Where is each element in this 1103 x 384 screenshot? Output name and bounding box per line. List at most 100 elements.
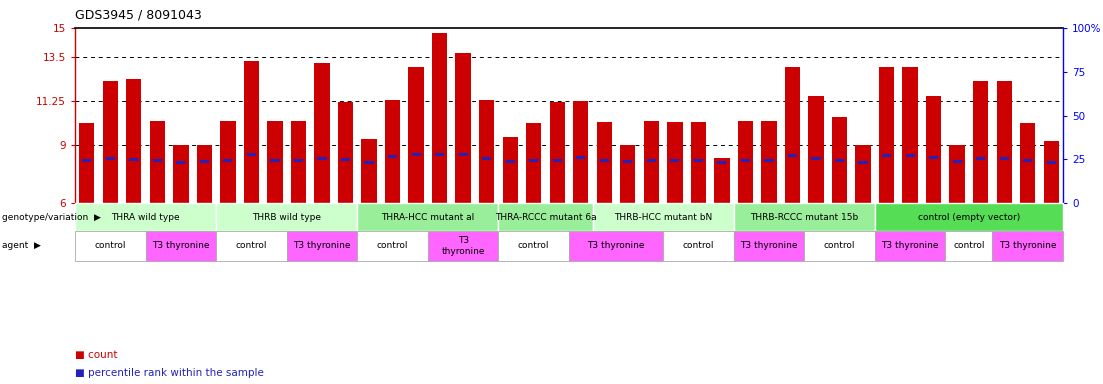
Bar <box>479 100 494 203</box>
Bar <box>733 203 875 231</box>
Bar <box>715 158 729 203</box>
Text: T3 thyronine: T3 thyronine <box>881 242 939 250</box>
Text: THRA-RCCC mutant 6a: THRA-RCCC mutant 6a <box>494 212 597 222</box>
Bar <box>150 121 165 203</box>
Bar <box>788 154 797 157</box>
Bar <box>221 121 236 203</box>
Bar <box>456 53 471 203</box>
Bar <box>216 203 357 231</box>
Bar <box>362 139 377 203</box>
Bar <box>832 118 847 203</box>
Text: THRA wild type: THRA wild type <box>111 212 180 222</box>
Bar <box>945 231 993 261</box>
Bar <box>858 161 868 164</box>
Bar <box>146 231 216 261</box>
Bar <box>357 203 499 231</box>
Bar <box>314 63 330 203</box>
Bar <box>411 153 420 156</box>
Bar <box>663 231 733 261</box>
Bar <box>196 145 212 203</box>
Bar <box>875 203 1063 231</box>
Bar <box>503 137 517 203</box>
Text: control: control <box>683 242 714 250</box>
Bar <box>459 153 468 156</box>
Bar <box>270 159 279 162</box>
Bar <box>152 159 162 162</box>
Bar <box>338 102 353 203</box>
Bar <box>505 159 515 163</box>
Bar <box>499 203 592 231</box>
Bar <box>812 157 821 160</box>
Bar <box>927 96 941 203</box>
Bar <box>247 153 256 156</box>
Bar <box>482 157 491 160</box>
Bar <box>223 159 233 162</box>
Bar <box>761 121 777 203</box>
Bar <box>569 231 663 261</box>
Bar <box>1024 159 1032 162</box>
Bar <box>529 159 538 162</box>
Text: control: control <box>518 242 549 250</box>
Bar <box>835 159 844 162</box>
Bar <box>999 157 1009 160</box>
Text: control: control <box>377 242 408 250</box>
Text: T3 thyronine: T3 thyronine <box>587 242 645 250</box>
Bar <box>804 231 875 261</box>
Bar <box>856 145 870 203</box>
Bar <box>764 159 773 162</box>
Bar <box>600 159 609 162</box>
Bar <box>428 231 499 261</box>
Text: T3 thyronine: T3 thyronine <box>999 242 1057 250</box>
Bar <box>1020 123 1036 203</box>
Bar <box>553 159 561 162</box>
Bar <box>741 159 750 162</box>
Bar <box>83 159 92 162</box>
Bar <box>129 157 138 161</box>
Text: THRA-HCC mutant al: THRA-HCC mutant al <box>382 212 474 222</box>
Bar <box>620 145 635 203</box>
Text: THRB-RCCC mutant 15b: THRB-RCCC mutant 15b <box>750 212 858 222</box>
Bar <box>717 161 727 164</box>
Text: THRB-HCC mutant bN: THRB-HCC mutant bN <box>614 212 713 222</box>
Bar <box>432 33 447 203</box>
Bar <box>808 96 824 203</box>
Text: T3
thyronine: T3 thyronine <box>441 236 485 256</box>
Bar <box>385 100 400 203</box>
Bar <box>435 153 445 156</box>
Bar <box>950 145 965 203</box>
Bar <box>929 156 939 159</box>
Bar <box>75 203 216 231</box>
Bar <box>287 231 357 261</box>
Bar <box>644 121 658 203</box>
Bar <box>526 123 542 203</box>
Text: control: control <box>953 242 985 250</box>
Text: THRB wild type: THRB wild type <box>253 212 321 222</box>
Bar <box>690 122 706 203</box>
Text: GDS3945 / 8091043: GDS3945 / 8091043 <box>75 9 202 22</box>
Bar <box>906 154 914 157</box>
Bar <box>976 157 985 160</box>
Bar <box>293 159 303 162</box>
Bar <box>341 157 350 161</box>
Bar <box>953 159 962 163</box>
Bar <box>357 231 428 261</box>
Bar <box>882 154 891 157</box>
Bar <box>549 102 565 203</box>
Bar <box>671 159 679 162</box>
Bar <box>973 81 988 203</box>
Bar <box>176 161 185 164</box>
Text: T3 thyronine: T3 thyronine <box>152 242 210 250</box>
Bar <box>902 67 918 203</box>
Text: control: control <box>824 242 855 250</box>
Text: T3 thyronine: T3 thyronine <box>293 242 351 250</box>
Bar <box>667 122 683 203</box>
Bar <box>126 79 141 203</box>
Bar <box>173 145 189 203</box>
Text: ■ percentile rank within the sample: ■ percentile rank within the sample <box>75 368 264 378</box>
Bar <box>79 123 95 203</box>
Bar <box>592 203 733 231</box>
Text: control (empty vector): control (empty vector) <box>918 212 1020 222</box>
Bar <box>574 101 588 203</box>
Bar <box>318 157 326 160</box>
Bar <box>244 61 259 203</box>
